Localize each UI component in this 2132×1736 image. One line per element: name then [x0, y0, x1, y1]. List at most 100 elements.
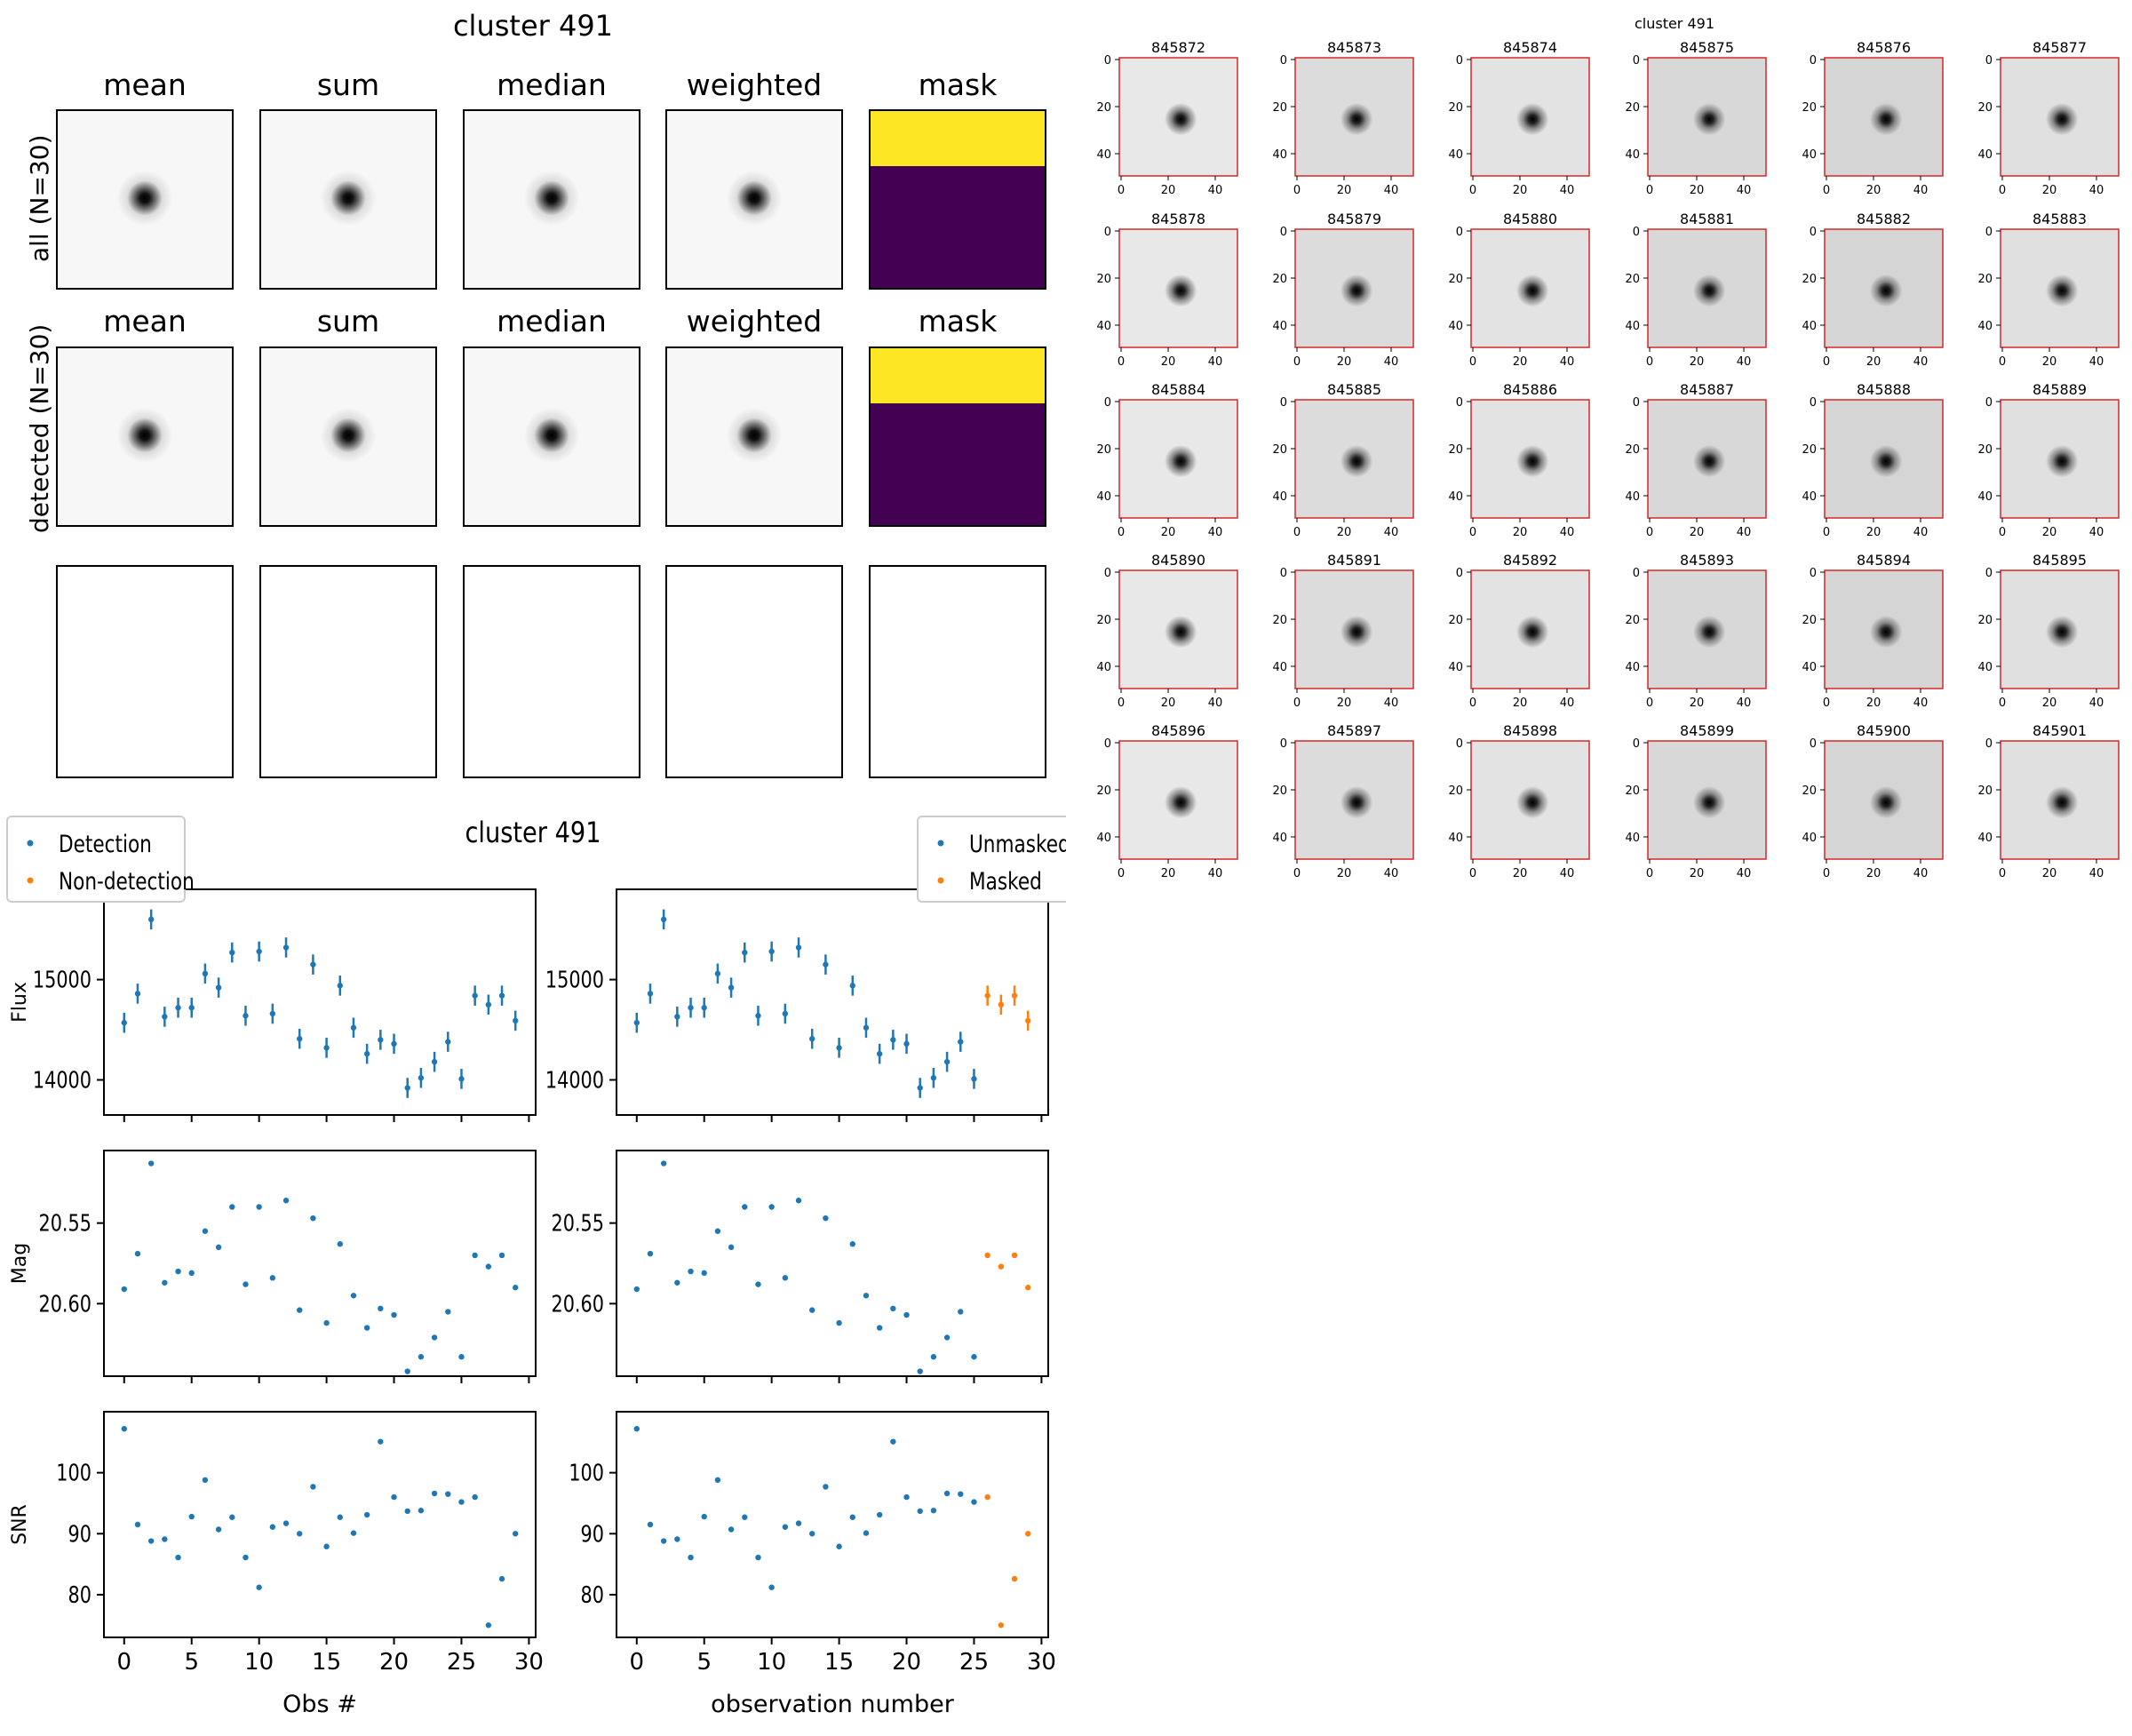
x-tick-label: 20: [1337, 184, 1352, 197]
data-point: [378, 1305, 384, 1312]
data-point: [714, 1228, 721, 1234]
y-tick-label: 100: [569, 1459, 604, 1486]
data-point: [1025, 1017, 1031, 1024]
data-point: [849, 983, 855, 989]
x-tick-label: 10: [757, 1649, 786, 1676]
cutout-frame: [1118, 740, 1238, 860]
cutout-id-label: 845879: [1327, 211, 1381, 227]
cutout-frame: [1470, 228, 1590, 348]
data-point: [404, 1085, 410, 1091]
plot-axes-4: 80 90 100 0 5 10 15 20 25 30 SNR Obs #: [9, 1411, 544, 1718]
y-tick-label: 0: [1633, 54, 1640, 68]
source-blob: [1686, 438, 1733, 485]
y-tick-label: 20: [1448, 784, 1463, 798]
data-point: [943, 1490, 951, 1497]
x-tick-label: 10: [244, 1649, 274, 1676]
y-tick-label: 20: [1448, 101, 1463, 115]
legend-marker: [937, 840, 944, 847]
data-point: [445, 1309, 451, 1315]
data-point: [903, 1040, 910, 1047]
x-tick-label: 0: [1469, 867, 1476, 880]
y-tick-label: 0: [1810, 567, 1817, 580]
x-tick-label: 40: [1913, 355, 1929, 369]
data-point: [917, 1508, 923, 1515]
stack-image-mask: [869, 346, 1046, 527]
data-point: [243, 1554, 249, 1561]
data-point: [660, 1160, 667, 1167]
x-tick-label: 0: [1646, 867, 1653, 880]
stack-col-title: mask: [918, 68, 998, 102]
data-point: [378, 1438, 384, 1445]
cutout-845875: 845875 0 20 40 0 20 40: [1625, 39, 1767, 197]
data-point: [404, 1508, 410, 1515]
stack-image-sum: [259, 109, 437, 290]
data-point: [647, 1521, 654, 1528]
data-point: [350, 1293, 357, 1299]
data-point: [971, 1499, 977, 1505]
data-point: [647, 1250, 654, 1257]
x-tick-label: 20: [1161, 355, 1176, 369]
x-tick-label: 40: [1208, 867, 1223, 880]
data-point: [1025, 1531, 1031, 1537]
x-tick-label: 20: [1866, 697, 1881, 710]
y-tick-label: 0: [1810, 54, 1817, 68]
x-tick-label: 20: [2042, 184, 2057, 197]
x-tick-label: 20: [1513, 867, 1528, 880]
data-point: [162, 1279, 168, 1286]
x-tick-label: 40: [1560, 867, 1575, 880]
x-tick-label: 40: [1913, 867, 1929, 880]
data-point: [472, 1493, 478, 1501]
y-tick-label: 40: [1625, 832, 1640, 845]
x-tick-label: 40: [2089, 355, 2104, 369]
data-point: [633, 1019, 640, 1026]
y-tick-label: 0: [1104, 54, 1111, 68]
cutout-id-label: 845872: [1151, 39, 1205, 56]
data-point: [1011, 1575, 1018, 1582]
empty-panel: [56, 565, 234, 778]
source-blob: [1509, 438, 1556, 485]
y-tick-label: 40: [1625, 320, 1640, 333]
y-tick-label: 40: [1977, 148, 1993, 162]
x-tick-label: 0: [1823, 184, 1830, 197]
y-tick-label: 20: [1977, 443, 1993, 457]
data-point: [310, 961, 316, 968]
data-point: [175, 1005, 181, 1011]
data-point: [297, 1036, 303, 1042]
stack-col-title: weighted: [686, 68, 823, 102]
y-tick-label: 20: [1802, 273, 1817, 286]
y-tick-label: 0: [1280, 396, 1287, 410]
data-point: [445, 1491, 451, 1497]
cutout-id-label: 845882: [1857, 211, 1911, 227]
y-tick-label: 40: [1977, 661, 1993, 674]
y-tick-label: 20: [1802, 443, 1817, 457]
source-blob: [1157, 779, 1205, 826]
y-tick-label: 0: [1104, 567, 1111, 580]
cutout-frame: [2000, 740, 2120, 860]
data-point: [917, 1085, 923, 1091]
cutout-845879: 845879 0 20 40 0 20 40: [1272, 211, 1414, 369]
data-point: [863, 1024, 870, 1031]
data-point: [768, 948, 775, 955]
source-blob: [1686, 609, 1733, 656]
y-tick-label: 40: [1802, 661, 1817, 674]
y-tick-label: 20.60: [551, 1290, 604, 1318]
data-point: [202, 1228, 209, 1234]
y-tick-label: 40: [1272, 490, 1287, 504]
data-point: [688, 1268, 694, 1275]
y-tick-label: 0: [1810, 737, 1817, 751]
y-tick-label: 90: [68, 1520, 91, 1548]
source-blob: [1863, 267, 1910, 315]
data-point: [890, 1438, 896, 1445]
x-tick-label: 0: [1469, 355, 1476, 369]
x-tick-label: 20: [892, 1649, 921, 1676]
stack-image-mask: [869, 109, 1046, 290]
data-point: [229, 1514, 235, 1520]
cutout-id-label: 845874: [1503, 39, 1557, 56]
y-tick-label: 0: [1985, 567, 1993, 580]
cutout-frame: [1470, 569, 1590, 689]
data-point: [485, 1263, 492, 1270]
right-panel: cluster 491 845872 0 20 40 0 20 40 845873 0 20 40 0…: [1066, 0, 2132, 1736]
x-tick-label: 20: [1690, 867, 1705, 880]
data-point: [147, 1538, 155, 1544]
x-tick-label: 0: [1999, 355, 2006, 369]
